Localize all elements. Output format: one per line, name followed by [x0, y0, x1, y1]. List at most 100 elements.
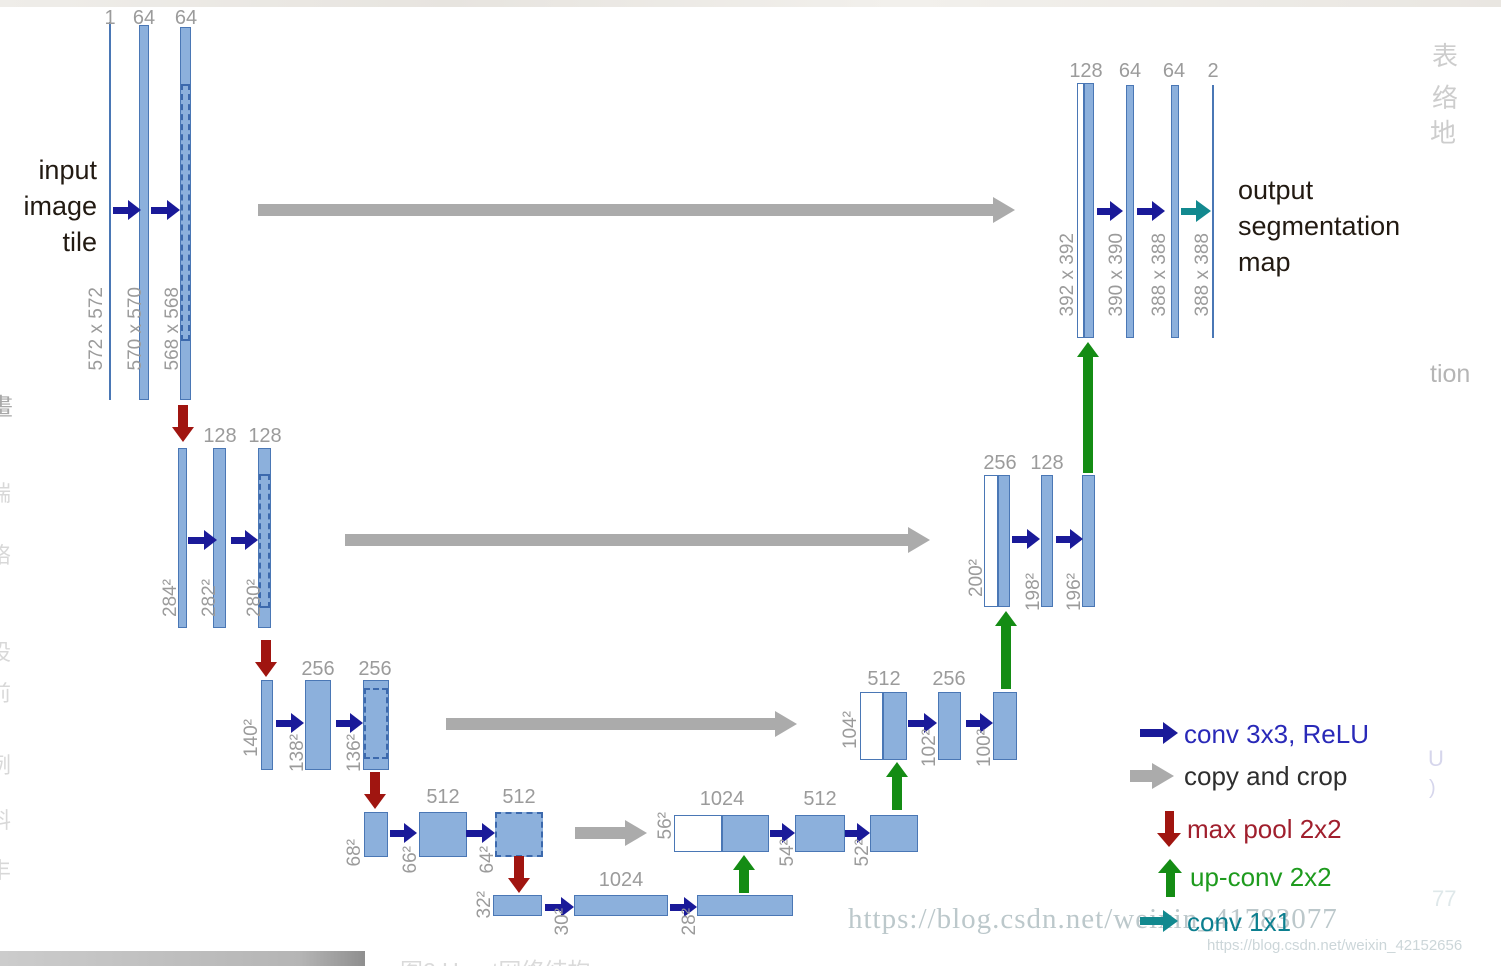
right-edge-watermark: 表 — [1432, 41, 1459, 71]
top-remnant-strip — [0, 0, 1501, 7]
bottom-remnant-bar — [0, 951, 365, 966]
feature-map-copied — [860, 692, 883, 760]
right-edge-watermark: 地 — [1430, 118, 1457, 148]
channels-label: 512 — [426, 786, 460, 808]
maxpool-arrow — [508, 856, 530, 893]
size-label: 30² — [552, 908, 573, 936]
output-caption: output segmentation map — [1238, 175, 1401, 277]
size-label: 280² — [244, 579, 265, 618]
conv-arrow — [1097, 201, 1123, 221]
channels-label: 128 — [1069, 60, 1103, 82]
maxpool-arrow — [364, 772, 386, 809]
channels-label: 256 — [301, 658, 335, 680]
conv-arrow — [670, 897, 697, 917]
feature-map-copied — [674, 815, 722, 852]
size-label: 200² — [966, 559, 987, 598]
copy-crop-arrow — [575, 820, 647, 846]
feature-map-copy-source — [495, 812, 543, 857]
feature-map — [722, 815, 769, 852]
csdn-watermark: https://blog.csdn.net/weixin_41783077 — [848, 903, 1338, 935]
feature-map-copy-source — [180, 27, 191, 400]
copy-crop-arrow — [446, 711, 797, 737]
legend-copy-crop-label: copy and crop — [1184, 761, 1348, 791]
size-label: 198² — [1023, 573, 1044, 612]
feature-map — [1171, 85, 1179, 338]
size-label: 196² — [1064, 573, 1085, 612]
upconv-arrow — [995, 611, 1017, 689]
upconv-arrow — [733, 855, 755, 893]
feature-map — [1084, 83, 1094, 338]
feature-map-copied — [984, 475, 998, 607]
feature-map — [419, 812, 467, 857]
left-edge-watermark-fragment: 前 — [0, 681, 12, 706]
conv-arrow — [188, 530, 217, 550]
size-label: 388 x 388 — [1192, 233, 1213, 317]
left-edge-watermark-fragment: 例 — [0, 753, 12, 778]
size-label: 136² — [344, 734, 365, 773]
legend-maxpool-label: max pool 2x2 — [1187, 814, 1342, 844]
channels-label: 256 — [358, 658, 392, 680]
feature-map — [870, 815, 918, 852]
channels-label: 64 — [1162, 60, 1186, 82]
legend-upconv-label: up-conv 2x2 — [1190, 862, 1332, 892]
feature-map — [883, 692, 907, 760]
left-edge-watermark-fragment: 丰 — [0, 858, 12, 883]
channels-label: 1024 — [598, 869, 644, 891]
conv-arrow — [1137, 201, 1165, 221]
legend-copy-crop-arrow-icon — [1130, 763, 1174, 789]
legend-conv-label: conv 3x3, ReLU — [1184, 719, 1369, 749]
channels-label: 256 — [983, 452, 1017, 474]
size-label: 100² — [974, 729, 995, 768]
size-label: 102² — [919, 729, 940, 768]
left-edge-watermark-fragment: 端 — [0, 481, 12, 506]
channels-label: 2 — [1207, 60, 1219, 82]
legend-upconv-arrow-icon — [1158, 859, 1182, 897]
maxpool-arrow — [255, 640, 277, 677]
size-label: 52² — [852, 839, 873, 867]
maxpool-arrow — [172, 405, 194, 442]
left-edge-watermark-fragment: 畫 — [0, 394, 13, 421]
size-label: 66² — [400, 846, 421, 874]
feature-map — [1126, 85, 1134, 338]
feature-map-copy-source — [363, 680, 389, 770]
conv-arrow — [466, 823, 495, 843]
left-edge-watermark-fragment: 络 — [0, 543, 12, 568]
feature-map — [178, 448, 187, 628]
size-label: 54² — [777, 839, 798, 867]
feature-map — [1041, 475, 1053, 607]
conv1x1-arrow — [1181, 200, 1211, 222]
feature-map-copy-source — [258, 448, 271, 628]
conv-arrow — [545, 897, 574, 917]
channels-label: 64 — [174, 7, 198, 29]
left-edge-watermark-fragment: 设 — [0, 640, 12, 665]
size-label: 64² — [477, 846, 498, 874]
size-label: 570 x 570 — [125, 287, 146, 371]
feature-map — [574, 895, 668, 916]
feature-map-input — [109, 22, 111, 400]
csdn-watermark-small: https://blog.csdn.net/weixin_42152656 — [1207, 937, 1463, 954]
ghost-text: ) — [1429, 777, 1436, 799]
ghost-text: U — [1428, 746, 1444, 771]
feature-map — [795, 815, 845, 852]
channels-label: 512 — [867, 668, 901, 690]
conv-arrow — [966, 713, 993, 733]
feature-map-output — [1212, 85, 1214, 338]
feature-map — [697, 895, 793, 916]
feature-map — [261, 680, 273, 770]
channels-label: 128 — [203, 425, 237, 447]
channels-label: 128 — [248, 425, 282, 447]
size-label: 282² — [199, 579, 220, 618]
conv-arrow — [845, 823, 870, 843]
conv-arrow — [1056, 529, 1083, 549]
copy-crop-arrow — [345, 527, 930, 553]
size-label: 392 x 392 — [1057, 233, 1078, 317]
input-caption: input image tile — [23, 155, 97, 257]
size-label: 140² — [241, 719, 262, 758]
size-label: 568 x 568 — [162, 287, 183, 371]
conv-arrow — [336, 713, 363, 733]
upconv-arrow — [886, 762, 908, 810]
feature-map-copied — [1077, 83, 1084, 338]
feature-map — [364, 812, 388, 857]
conv-arrow — [113, 200, 141, 220]
